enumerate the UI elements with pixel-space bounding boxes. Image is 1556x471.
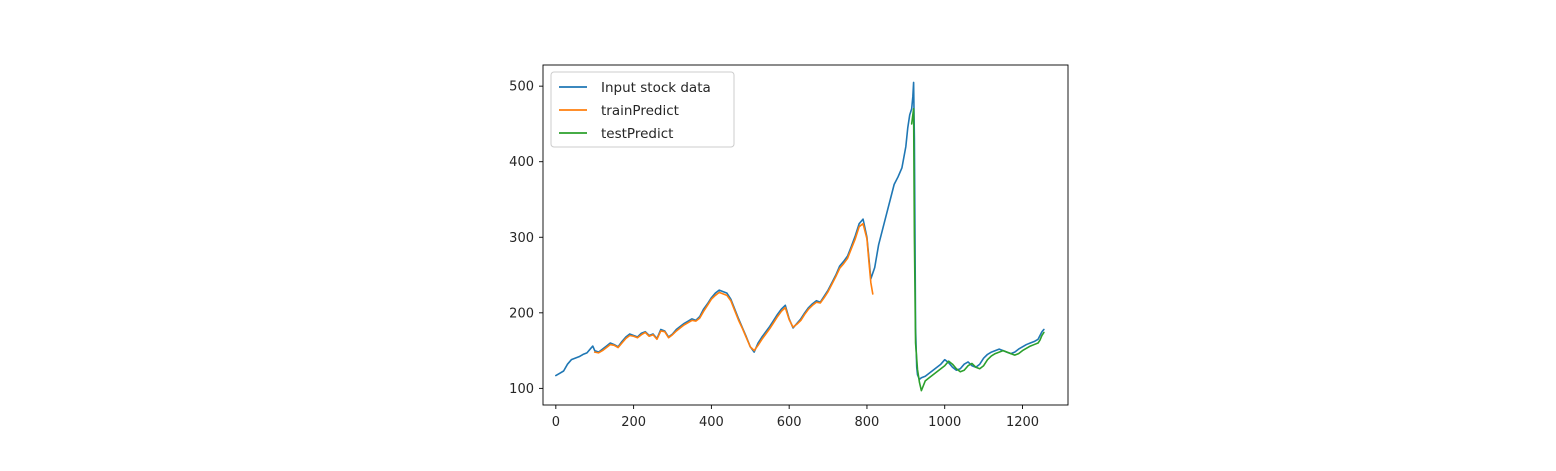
x-tick-label: 0 [552,415,560,430]
x-tick-label: 600 [777,415,802,430]
x-tick-label: 1000 [928,415,961,430]
legend-label: trainPredict [601,103,679,119]
series-line-0 [555,81,1045,381]
series-layer [555,81,1045,392]
legend-box [550,71,735,148]
x-tick-label: 400 [699,415,724,430]
y-axis: 100 200 300 400 500 [509,80,543,397]
x-tick-label: 200 [621,415,646,430]
y-tick-label: 200 [509,306,534,321]
x-tick-label: 800 [855,415,880,430]
legend: Input stock data trainPredict testPredict [550,71,735,148]
y-tick-label: 100 [509,382,534,397]
axes-frame [542,64,1069,406]
series-line-2 [910,108,1045,392]
x-tick-label: 1200 [1006,415,1039,430]
series-line-1 [593,222,874,354]
y-tick-label: 500 [509,80,534,95]
y-tick-label: 400 [509,155,534,170]
x-axis: 0 200 400 600 800 1000 1200 [552,405,1039,430]
legend-label: Input stock data [601,80,711,96]
legend-label: testPredict [601,126,673,142]
y-tick-label: 300 [509,231,534,246]
